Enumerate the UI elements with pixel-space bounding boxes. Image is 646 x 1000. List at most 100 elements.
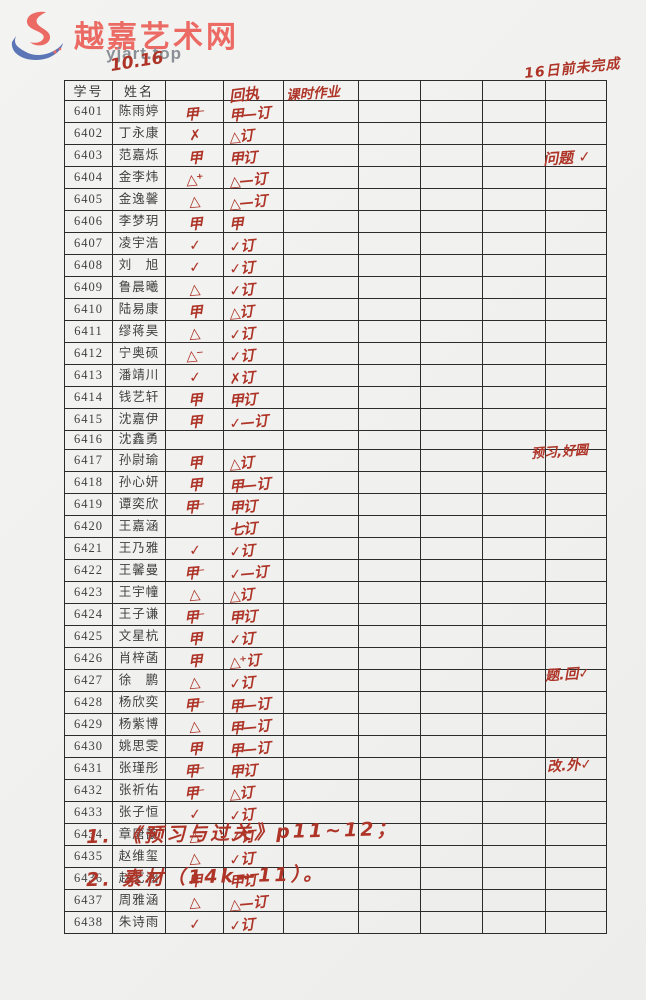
- student-id-cell: 6402: [64, 122, 113, 145]
- empty-cell: [420, 625, 483, 648]
- empty-cell: [283, 625, 359, 648]
- handwritten-mark: ✓: [188, 369, 201, 386]
- column-header-receipt: [165, 80, 224, 101]
- empty-cell: [283, 537, 359, 560]
- handwritten-note-top-right: 16日前未完成: [523, 55, 622, 82]
- empty-cell: [545, 581, 607, 604]
- receipt-mark-cell: ✓: [165, 537, 224, 560]
- homework-mark-cell: ✓订: [223, 342, 284, 366]
- homework-mark-cell: ✓—订: [223, 408, 284, 433]
- empty-cell: [545, 713, 607, 736]
- empty-cell: [420, 867, 483, 890]
- homework-mark-cell: 甲订: [223, 757, 284, 781]
- table-row: 6425 文星杭 甲 ✓订: [64, 625, 607, 649]
- table-row: 6420 王嘉涵 七订: [64, 515, 607, 540]
- empty-cell: [482, 845, 546, 868]
- empty-cell: [420, 276, 483, 299]
- empty-cell: [358, 254, 421, 277]
- student-name-cell: 姚思雯: [112, 735, 166, 758]
- empty-cell: [283, 603, 359, 626]
- empty-cell: [358, 581, 421, 604]
- homework-mark-cell: △—订: [223, 166, 284, 191]
- table-row: 6423 王宇幢 △ △订: [64, 581, 607, 605]
- student-id-cell: 6437: [64, 889, 113, 912]
- student-id-cell: 6405: [64, 188, 113, 211]
- empty-cell: [482, 603, 546, 626]
- receipt-mark-cell: 甲⁻: [165, 559, 224, 583]
- student-id-cell: 6404: [64, 166, 113, 189]
- empty-cell: [283, 581, 359, 604]
- empty-cell: [283, 188, 359, 211]
- handwritten-mark: 甲⁻: [184, 609, 206, 627]
- empty-cell: [545, 320, 607, 343]
- empty-cell: [420, 823, 483, 846]
- student-id-cell: 6432: [64, 779, 113, 802]
- homework-mark-cell: 甲: [223, 210, 284, 234]
- handwritten-mark: 甲: [187, 414, 203, 432]
- handwritten-mark: △⁺订: [228, 652, 261, 672]
- empty-cell: [358, 647, 421, 670]
- receipt-mark-cell: △: [165, 581, 224, 604]
- empty-cell: [545, 232, 607, 255]
- homework-mark-cell: △订: [223, 122, 284, 146]
- empty-cell: [420, 364, 483, 387]
- handwritten-mark: ✓订: [228, 542, 255, 562]
- handwritten-side-note: 题.回✓: [544, 665, 591, 685]
- empty-cell: [358, 386, 421, 409]
- empty-cell: [283, 691, 359, 714]
- handwritten-mark: 七订: [228, 520, 257, 540]
- empty-cell: [482, 779, 546, 802]
- receipt-mark-cell: 甲: [165, 144, 224, 168]
- receipt-mark-cell: △: [165, 320, 224, 343]
- receipt-mark-cell: 甲⁻: [165, 779, 224, 803]
- table-row: 6433 张子恒 ✓ ✓订: [64, 801, 607, 825]
- empty-cell: [482, 823, 546, 846]
- empty-cell: [482, 188, 546, 211]
- empty-cell: [420, 757, 483, 780]
- empty-cell: [482, 364, 546, 387]
- empty-cell: [420, 779, 483, 802]
- empty-cell: [283, 386, 359, 409]
- handwritten-mark: 甲订: [228, 149, 257, 169]
- handwritten-mark: △—订: [228, 894, 268, 914]
- handwritten-side-note: 改.外✓: [546, 756, 593, 776]
- receipt-mark-cell: 甲: [165, 471, 224, 495]
- handwritten-mark: 甲⁻: [184, 697, 206, 715]
- student-name-cell: 宁奥硕: [112, 342, 166, 365]
- empty-cell: [545, 188, 607, 211]
- empty-cell: [545, 100, 607, 123]
- empty-cell: [358, 188, 421, 211]
- student-id-cell: 6429: [64, 713, 113, 736]
- table-row: 6430 姚思雯 甲 甲—订: [64, 735, 607, 760]
- student-id-cell: 6428: [64, 691, 113, 714]
- receipt-mark-cell: 甲: [165, 449, 224, 473]
- student-name-cell: 李梦玥: [112, 210, 166, 233]
- table-row: 6401 陈雨婷 甲⁻ 甲—订: [64, 100, 607, 125]
- empty-cell: [283, 276, 359, 299]
- student-name-cell: 徐 鹏: [112, 669, 166, 692]
- table-row: 6437 周雅涵 △ △—订: [64, 889, 607, 914]
- handwritten-mark: △订: [228, 784, 254, 803]
- student-id-cell: 6425: [64, 625, 113, 648]
- empty-cell: [482, 801, 546, 824]
- student-name-cell: 孙尉瑜: [112, 449, 166, 472]
- empty-cell: [482, 691, 546, 714]
- empty-cell: [358, 493, 421, 516]
- handwritten-mark: 甲: [187, 216, 203, 234]
- empty-cell: [545, 122, 607, 145]
- receipt-mark-cell: 甲⁻: [165, 691, 224, 715]
- student-name-cell: 文星杭: [112, 625, 166, 648]
- handwritten-mark: △: [188, 325, 201, 342]
- empty-cell: [358, 166, 421, 189]
- empty-cell: [283, 298, 359, 321]
- empty-cell: [545, 537, 607, 560]
- empty-cell: [283, 493, 359, 516]
- empty-cell: [358, 210, 421, 233]
- homework-mark-cell: △订: [223, 449, 284, 473]
- empty-cell: [358, 100, 421, 123]
- handwritten-mark: △⁺: [185, 170, 204, 189]
- table-row: 6402 丁永康 ✗ △订: [64, 122, 607, 146]
- student-name-cell: 孙心妍: [112, 471, 166, 494]
- empty-cell: [482, 254, 546, 277]
